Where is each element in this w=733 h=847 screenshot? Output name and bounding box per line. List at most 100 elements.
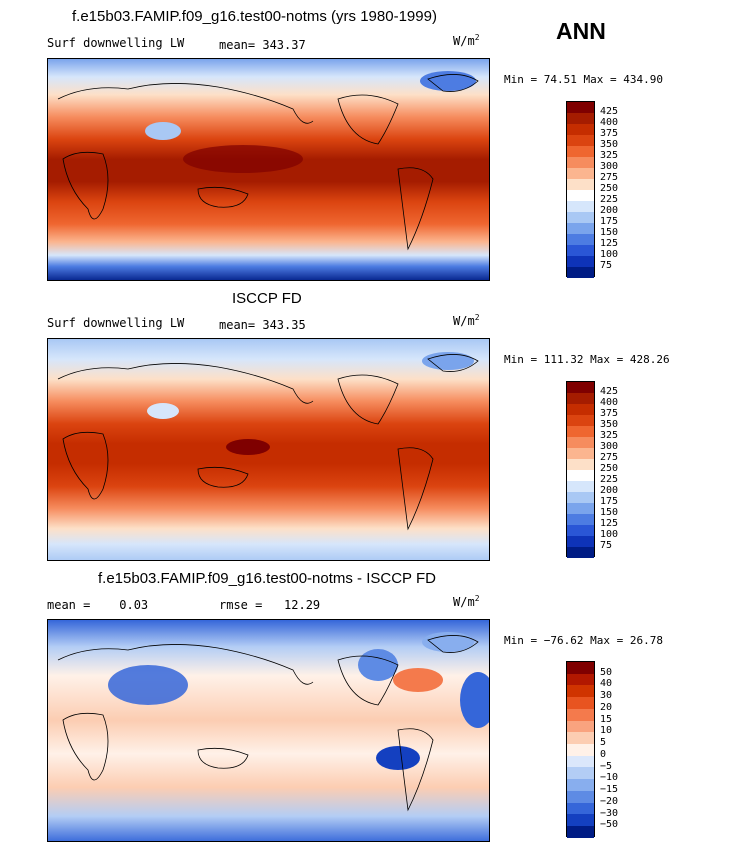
colorbar-tick-label: 400 [600,117,619,128]
colorbar-tick-label: 150 [600,227,619,238]
colorbar-tick-label: 75 [600,540,613,551]
colorbar-tick-label: 100 [600,529,619,540]
colorbar-swatch [567,662,594,674]
colorbar-swatch [567,790,594,803]
colorbar-swatch [567,124,594,135]
colorbar-swatch [567,212,594,223]
colorbar-tick-label: 300 [600,161,619,172]
panel-3-map [47,619,490,842]
colorbar-swatch [567,514,594,525]
colorbar-swatch [567,732,594,745]
panel-1-mean: mean= 343.37 [219,38,306,52]
colorbar-swatch [567,437,594,448]
colorbar-swatch [567,536,594,547]
colorbar-tick-label: 100 [600,249,619,260]
colorbar-swatch [567,720,594,733]
colorbar-tick-label: 325 [600,150,619,161]
colorbar-swatch [567,393,594,404]
colorbar-tick-label: 300 [600,441,619,452]
panel-1-title: f.e15b03.FAMIP.f09_g16.test00-notms (yrs… [72,8,437,25]
colorbar-swatch [567,525,594,536]
panel-3-rmse: rmse = 12.29 [219,598,321,612]
colorbar-swatch [567,779,594,791]
colorbar-swatch [567,179,594,190]
colorbar-swatch [567,146,594,157]
panel-3-colorbar-swatches [566,661,595,838]
colorbar-swatch [567,190,594,201]
colorbar-swatch [567,547,594,558]
colorbar-swatch [567,755,594,768]
panel-3-minmax: Min = −76.62 Max = 26.78 [504,634,663,647]
panel-2-colorbar-swatches [566,381,595,558]
colorbar-tick-label: −10 [600,772,619,784]
panel-3-title: f.e15b03.FAMIP.f09_g16.test00-notms - IS… [98,570,436,587]
colorbar-swatch [567,404,594,415]
colorbar-swatch [567,113,594,124]
colorbar-swatch [567,673,594,686]
colorbar-tick-label: 375 [600,128,619,139]
colorbar-tick-label: 200 [600,485,619,496]
panel-1-colorbar-swatches [566,101,595,278]
colorbar-tick-label: 5 [600,737,607,749]
colorbar-tick-label: 75 [600,260,613,271]
colorbar-tick-label: 225 [600,474,619,485]
colorbar-tick-label: 275 [600,172,619,183]
colorbar-swatch [567,223,594,234]
colorbar-tick-label: 30 [600,690,613,702]
colorbar-tick-label: −30 [600,807,619,819]
panel-3-map-svg [48,620,489,841]
colorbar-tick-label: 150 [600,507,619,518]
colorbar-swatch [567,697,594,709]
colorbar-tick-label: 350 [600,419,619,430]
panel-1-map [47,58,490,281]
panel-2-title: ISCCP FD [232,290,302,307]
colorbar-swatch [567,267,594,278]
colorbar-swatch [567,201,594,212]
colorbar-tick-label: 50 [600,666,613,678]
panel-3-mean: mean = 0.03 [47,598,149,612]
colorbar-tick-label: −15 [600,784,619,796]
colorbar-tick-label: 375 [600,408,619,419]
panel-2-units: W/m2 [453,313,480,328]
colorbar-swatch [567,135,594,146]
colorbar-tick-label: 40 [600,678,613,690]
colorbar-tick-label: 425 [600,386,619,397]
colorbar-swatch [567,157,594,168]
colorbar-swatch [567,767,594,780]
colorbar-tick-label: 125 [600,518,619,529]
colorbar-tick-label: 175 [600,216,619,227]
colorbar-tick-label: 20 [600,701,613,713]
colorbar-tick-label: 250 [600,463,619,474]
panel-2-variable-label: Surf downwelling LW [47,316,185,330]
colorbar-swatch [567,744,594,756]
panel-1-variable-label: Surf downwelling LW [47,36,185,50]
colorbar-tick-label: 125 [600,238,619,249]
colorbar-swatch [567,426,594,437]
colorbar-tick-label: 225 [600,194,619,205]
colorbar-tick-label: 0 [600,748,607,760]
colorbar-swatch [567,245,594,256]
panel-2-map-svg [48,339,489,560]
colorbar-tick-label: 325 [600,430,619,441]
panel-2-map [47,338,490,561]
colorbar-tick-label: −20 [600,795,619,807]
colorbar-tick-label: 15 [600,713,613,725]
colorbar-swatch [567,503,594,514]
panel-1-map-svg [48,59,489,280]
colorbar-tick-label: 400 [600,397,619,408]
colorbar-swatch [567,448,594,459]
colorbar-tick-label: 200 [600,205,619,216]
colorbar-swatch [567,102,594,113]
panel-2-mean: mean= 343.35 [219,318,306,332]
colorbar-swatch [567,802,594,815]
season-label: ANN [556,18,606,44]
colorbar-swatch [567,685,594,698]
colorbar-tick-label: −50 [600,819,619,831]
colorbar-swatch [567,814,594,827]
panel-2-minmax: Min = 111.32 Max = 428.26 [504,353,670,366]
colorbar-tick-label: 250 [600,183,619,194]
colorbar-swatch [567,826,594,838]
colorbar-swatch [567,459,594,470]
colorbar-tick-label: 350 [600,139,619,150]
panel-1-units: W/m2 [453,33,480,48]
